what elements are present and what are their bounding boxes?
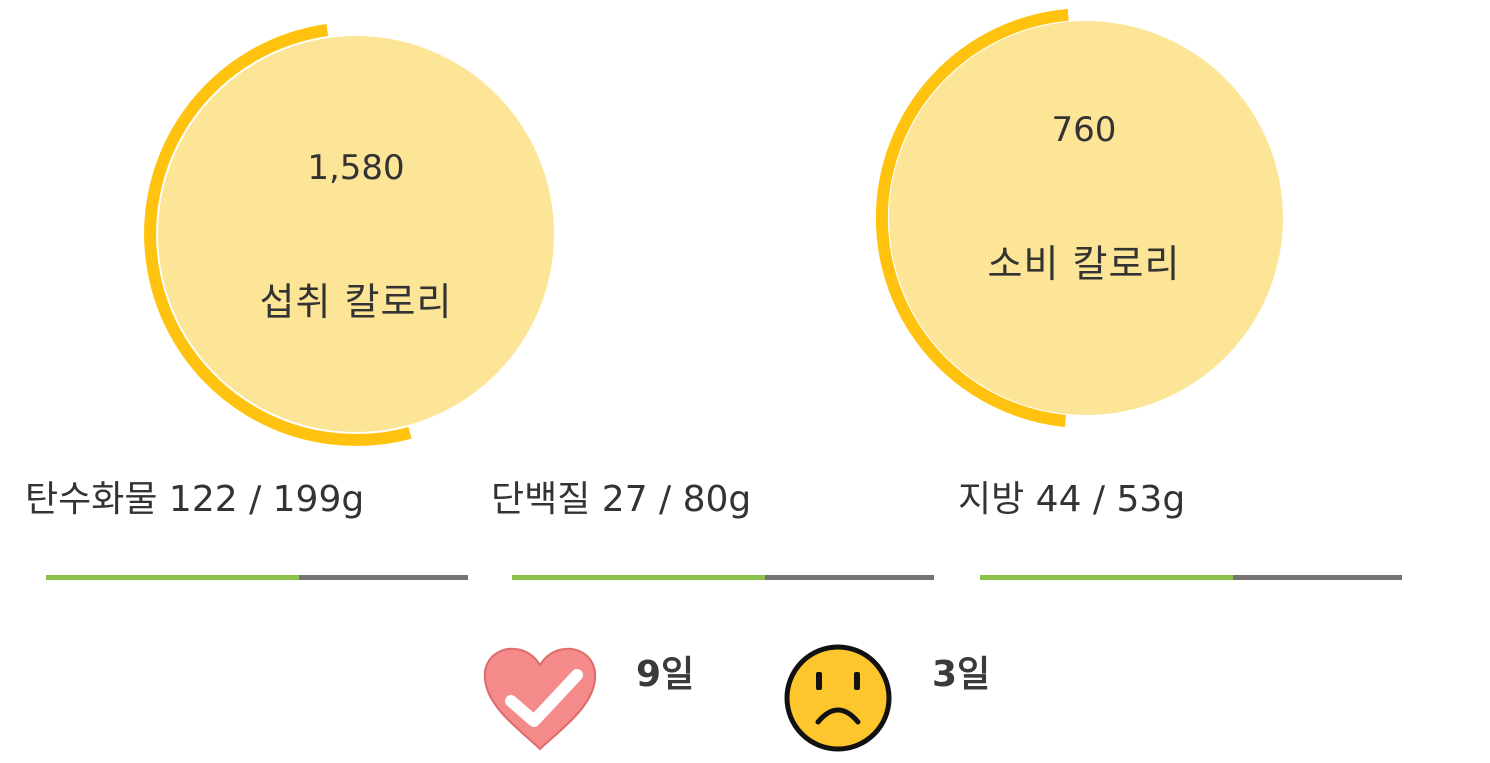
intake-ring-fill xyxy=(158,36,554,432)
heart-check-icon xyxy=(481,645,599,753)
protein-progress-bar xyxy=(512,575,934,580)
fat-progress-fill xyxy=(980,575,1234,580)
carbs-progress-bar xyxy=(46,575,468,580)
burn-calorie-ring-graphic xyxy=(875,8,1283,427)
good-days-count: 9일 xyxy=(636,654,695,695)
carbs-progress-fill xyxy=(46,575,300,580)
bad-days-count: 3일 xyxy=(932,654,991,695)
sad-face-icon xyxy=(782,642,894,754)
protein-progress-fill xyxy=(512,575,766,580)
intake-calorie-label: 섭취 칼로리 xyxy=(259,280,453,324)
burn-calorie-label: 소비 칼로리 xyxy=(987,242,1181,286)
protein-label: 단백질 27 / 80g xyxy=(491,479,752,520)
intake-ring-progress-arc xyxy=(144,24,412,446)
intake-calorie-value: 1,580 xyxy=(307,148,405,188)
intake-calorie-ring[interactable]: 1,580 섭취 칼로리 xyxy=(144,18,567,450)
intake-calorie-ring-graphic xyxy=(144,24,554,446)
carbs-label: 탄수화물 122 / 199g xyxy=(25,479,365,520)
burn-ring-fill xyxy=(889,21,1283,415)
burn-calorie-ring[interactable]: 760 소비 칼로리 xyxy=(875,0,1290,434)
fat-label: 지방 44 / 53g xyxy=(958,479,1186,520)
fat-progress-bar xyxy=(980,575,1402,580)
burn-calorie-value: 760 xyxy=(1051,110,1117,150)
burn-ring-progress-arc xyxy=(875,8,1069,427)
